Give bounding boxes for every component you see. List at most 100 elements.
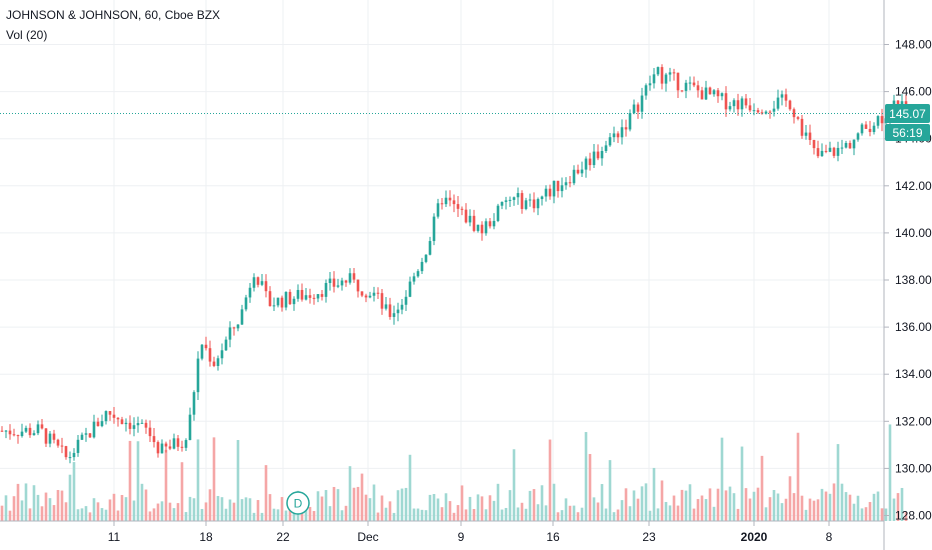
candle-body [748,105,752,111]
candle-body [372,292,376,296]
candle-body [356,279,360,292]
volume-bar [684,490,688,521]
candle-body [404,296,408,305]
volume-bar [192,498,196,521]
volume-bar [888,424,892,521]
volume-bar [524,508,528,521]
candle-body [108,411,112,415]
dividend-circle-icon[interactable] [286,491,310,515]
candle-body [400,304,404,310]
candle-body [448,197,452,201]
volume-bar [756,487,760,521]
volume-bar [356,486,360,521]
candle-body [236,324,240,329]
candle-body [716,90,720,97]
price-tick-label: 146.00 [895,85,932,99]
price-axis[interactable]: 148.00146.00144.00142.00140.00138.00136.… [884,38,932,523]
candle-body [512,197,516,200]
volume-bar [464,509,468,521]
candle-body [796,117,800,119]
candle-body [420,261,424,272]
candle-body [264,281,268,292]
volume-bar [856,495,860,521]
volume-bar [436,498,440,521]
candle-body [444,197,448,205]
candle-body [524,200,528,209]
volume-bar [692,508,696,521]
candle-body [128,422,132,429]
volume-bar [144,489,148,521]
time-axis[interactable]: 11 18 22 Dec 9 16 23 2020 8 [108,521,833,544]
candle-body [644,85,648,96]
candle-body [564,182,568,186]
volume-bar [580,507,584,521]
volume-bar [288,503,292,521]
candle-body [764,111,768,114]
volume-bar [864,507,868,521]
candle-body [164,443,168,447]
volume-bar [852,503,856,521]
candle-body [556,180,560,192]
candle-body [68,457,72,459]
candle-body [880,116,884,124]
volume-bar [376,512,380,521]
volume-bar [252,512,256,521]
candle-body [388,304,392,317]
candle-body [832,147,836,156]
volume-bar [560,510,564,521]
candle-body [144,422,148,428]
volume-bar [572,505,576,521]
candle-body [92,421,96,438]
volume-bar [648,510,652,521]
volume-bar [28,508,32,521]
candle-body [848,142,852,149]
volume-bar [228,499,232,521]
volume-bar [468,496,472,521]
volume-bar [816,499,820,521]
candle-body [636,104,640,112]
candle-body [88,433,92,438]
volume-bar [80,508,84,521]
time-tick-label: 11 [108,530,121,544]
volume-bar [244,497,248,521]
volume-bar [208,489,212,521]
volume-bar [60,490,64,521]
volume-bar [372,484,376,521]
volume-indicator-label[interactable]: Vol (20) [6,28,48,42]
volume-bar [136,441,140,521]
candle-body [724,93,728,110]
volume-bar [52,505,56,521]
candle-body [328,278,332,283]
volume-bar [108,499,112,521]
candle-body [720,93,724,97]
candle-body [872,125,876,133]
volume-bar [188,496,192,521]
volume-bar [44,492,48,521]
dividend-marker[interactable]: D [286,491,310,515]
volume-bar [428,494,432,521]
candle-body [856,133,860,140]
volume-bar [820,488,824,521]
volume-bar [752,491,756,521]
volume-bar [632,490,636,521]
candle-body [704,87,708,100]
candle-body [628,113,632,130]
volume-bar [88,512,92,521]
candle-body [152,436,156,443]
candle-body [304,295,308,300]
volume-bar [172,508,176,521]
candle-body [276,297,280,306]
time-tick-label: Dec [357,530,378,544]
symbol-title[interactable]: JOHNSON & JOHNSON, 60, Cboe BZX [6,8,221,22]
volume-bar [808,498,812,521]
candle-body [592,151,596,166]
volume-bar [260,512,264,521]
candle-body [352,273,356,280]
volume-bar [776,493,780,521]
candle-body [132,425,136,429]
volume-bar [72,462,76,521]
dividend-marker-label: D [294,497,303,511]
price-tick-label: 136.00 [895,320,932,334]
volume-bar [876,491,880,521]
